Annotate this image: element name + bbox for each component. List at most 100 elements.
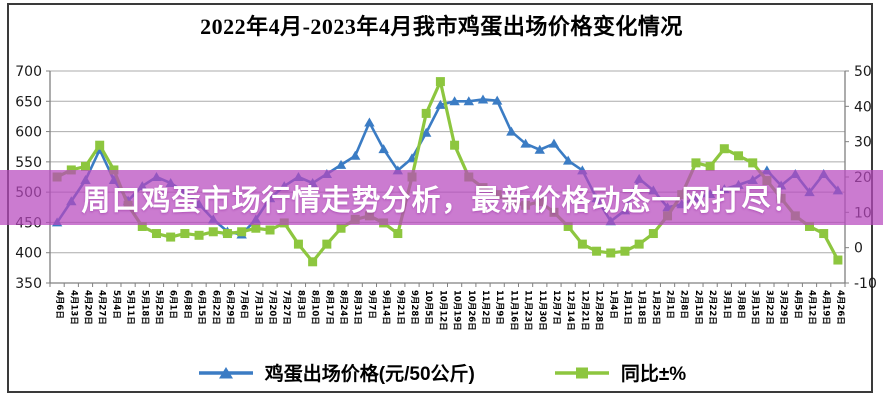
square-marker xyxy=(563,221,573,231)
square-marker xyxy=(166,232,176,242)
x-axis-category-label: 11月9日 xyxy=(494,290,504,325)
left-axis-tick-label: 600 xyxy=(15,125,42,141)
triangle-legend-marker-icon xyxy=(198,366,253,378)
left-axis-tick-label: 400 xyxy=(15,246,42,262)
square-marker xyxy=(833,255,843,265)
chart-legend: 鸡蛋出场价格(元/50公斤) 同比±% xyxy=(0,359,883,386)
triangle-marker xyxy=(463,96,474,106)
square-marker xyxy=(322,239,332,249)
square-marker xyxy=(80,161,90,171)
x-axis-category-label: 2月22日 xyxy=(707,290,717,325)
left-axis-tick-label: 700 xyxy=(15,64,42,80)
x-axis-category-label: 5月11日 xyxy=(125,290,135,325)
square-marker xyxy=(95,140,105,150)
chart-title: 2022年4月-2023年4月我市鸡蛋出场价格变化情况 xyxy=(200,14,683,39)
square-marker xyxy=(137,221,147,231)
square-marker xyxy=(634,239,644,249)
triangle-marker xyxy=(364,117,375,127)
square-marker xyxy=(648,229,658,239)
x-axis-category-label: 8月24日 xyxy=(338,290,348,325)
triangle-marker xyxy=(477,94,489,104)
left-axis-tick-label: 350 xyxy=(15,276,42,292)
x-axis-category-label: 5月4日 xyxy=(111,290,121,319)
square-marker xyxy=(180,229,190,239)
square-marker xyxy=(336,223,346,233)
x-axis-category-label: 3月22日 xyxy=(764,290,774,325)
x-axis-category-label: 3月1日 xyxy=(721,290,731,319)
square-marker xyxy=(748,158,758,168)
x-axis-category-label: 6月8日 xyxy=(182,290,192,319)
triangle-marker xyxy=(520,138,531,148)
x-axis-category-label: 7月20日 xyxy=(267,290,277,325)
x-axis-category-label: 2月1日 xyxy=(665,290,675,319)
legend-label: 鸡蛋出场价格(元/50公斤) xyxy=(264,364,475,385)
x-axis-category-label: 4月27日 xyxy=(97,290,107,325)
x-axis-category-label: 12月21日 xyxy=(579,290,589,331)
triangle-marker xyxy=(335,159,347,169)
square-marker xyxy=(293,239,303,249)
square-marker xyxy=(265,225,275,235)
square-marker xyxy=(734,151,744,161)
x-axis-category-label: 1月4日 xyxy=(608,290,618,319)
square-marker xyxy=(592,246,602,256)
x-axis-category-label: 3月8日 xyxy=(736,290,746,319)
triangle-marker xyxy=(421,127,432,137)
square-marker xyxy=(719,144,729,154)
square-marker xyxy=(577,239,587,249)
square-marker xyxy=(606,248,616,258)
square-legend-marker-icon xyxy=(554,367,609,378)
x-axis-category-label: 11月23日 xyxy=(523,290,533,331)
square-marker xyxy=(151,229,161,239)
x-axis-category-label: 10月5日 xyxy=(423,290,433,325)
x-axis-category-label: 11月30日 xyxy=(537,290,547,331)
square-marker xyxy=(421,108,431,118)
x-axis-category-label: 10月19日 xyxy=(452,290,462,331)
x-axis-category-label: 4月12日 xyxy=(807,290,817,325)
right-axis-tick-label: 40 xyxy=(854,99,872,115)
x-axis-category-label: 8月10日 xyxy=(310,290,320,325)
x-axis-category-label: 6月1日 xyxy=(168,290,178,319)
x-axis-category-label: 2月15日 xyxy=(693,290,703,325)
x-axis-category-label: 7月27日 xyxy=(281,290,291,325)
right-axis-tick-label: -10 xyxy=(854,276,877,292)
x-axis-category-label: 10月12日 xyxy=(437,290,447,331)
square-marker xyxy=(308,257,318,267)
x-axis-category-label: 8月31日 xyxy=(352,290,362,325)
square-marker xyxy=(705,161,715,171)
x-axis-category-label: 5月25日 xyxy=(153,290,163,325)
x-axis-category-label: 4月26日 xyxy=(835,290,845,325)
square-marker xyxy=(109,165,119,175)
x-axis-category-label: 1月11日 xyxy=(622,290,632,325)
legend-label: 同比±% xyxy=(620,364,687,385)
triangle-marker xyxy=(562,155,574,165)
square-marker xyxy=(66,165,76,175)
x-axis-labels: 4月6日 4月13日 4月20日 4月27日 5月4日 5月11日 5月18日 5月25日 6月… xyxy=(54,290,845,331)
right-axis-tick-label: 30 xyxy=(854,135,872,151)
x-axis-category-label: 1月18日 xyxy=(636,290,646,325)
square-marker xyxy=(450,140,460,150)
x-axis-category-label: 2月8日 xyxy=(679,290,689,319)
x-axis-category-label: 11月16日 xyxy=(508,290,518,331)
x-axis-category-label: 9月7日 xyxy=(366,290,376,319)
left-axis-tick-label: 550 xyxy=(15,155,42,171)
x-axis-category-label: 3月15日 xyxy=(750,290,760,325)
triangle-marker xyxy=(378,144,389,154)
x-axis-category-label: 4月19日 xyxy=(821,290,831,325)
triangle-marker xyxy=(449,96,460,106)
x-axis-category-label: 9月21日 xyxy=(395,290,405,325)
square-marker xyxy=(194,230,204,240)
x-axis-category-label: 12月14日 xyxy=(565,290,575,331)
legend-item-yoy: 同比±% xyxy=(553,359,686,386)
triangle-marker xyxy=(548,138,560,148)
x-axis-category-label: 6月29日 xyxy=(224,290,234,325)
triangle-marker xyxy=(491,95,503,105)
x-axis-category-label: 3月29日 xyxy=(778,290,788,325)
x-axis-category-label: 5月18日 xyxy=(139,290,149,325)
square-marker xyxy=(251,223,261,233)
square-marker xyxy=(805,221,815,231)
x-axis-category-label: 12月28日 xyxy=(594,290,604,331)
square-marker xyxy=(620,246,630,256)
x-axis-category-label: 9月14日 xyxy=(381,290,391,325)
square-marker xyxy=(208,227,218,237)
